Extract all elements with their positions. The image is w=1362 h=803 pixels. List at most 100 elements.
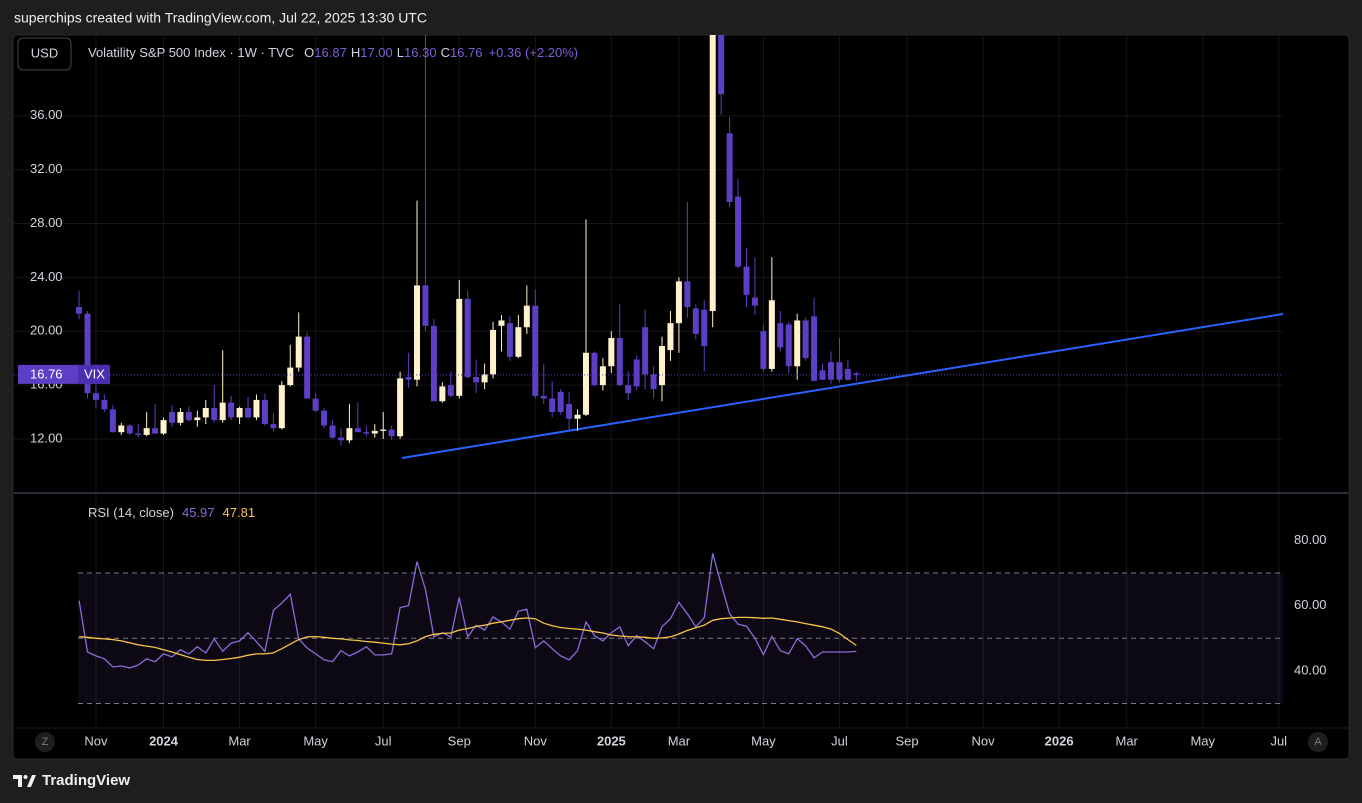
candle-body — [337, 437, 344, 441]
rsi-line — [79, 616, 857, 662]
candle-body — [109, 409, 116, 433]
candle-body — [185, 412, 192, 421]
x-tick-label: Mar — [1116, 733, 1139, 748]
ohlc-value: 16.76 — [450, 45, 483, 60]
candle-body — [295, 336, 302, 368]
x-tick-label: Jul — [831, 733, 848, 748]
candle-body — [405, 377, 412, 380]
x-tick-label: Sep — [895, 733, 918, 748]
ohlc-key: O — [304, 45, 314, 60]
candle-body — [582, 352, 589, 415]
candle-body — [785, 324, 792, 367]
candle-body — [549, 398, 556, 413]
candle-body — [659, 346, 666, 386]
candle-body — [439, 386, 446, 402]
candle-body — [802, 320, 809, 359]
x-tick-label: Jul — [1270, 733, 1287, 748]
y-tick-label: 24.00 — [30, 269, 63, 284]
candle-body — [701, 309, 708, 347]
axes: Nov 2024 Mar May Jul Sep Nov 2025 Mar May Jul Sep No… — [18, 107, 1327, 748]
x-tick-label: Sep — [448, 733, 471, 748]
trend-line-drawing — [401, 313, 1284, 459]
symbol-legend: Volatility S&P 500 Index · 1W · TVC O16.8… — [88, 45, 578, 60]
candle-body — [819, 370, 826, 380]
candle-body — [321, 410, 328, 426]
y-tick-label: 32.00 — [30, 161, 63, 176]
candle-body — [270, 424, 277, 429]
candle-body — [633, 359, 640, 387]
candle-body — [692, 308, 699, 334]
price-tag-symbol-bg — [78, 364, 110, 384]
candle-body — [84, 313, 91, 394]
rsi-last-value: 47.81 — [223, 505, 256, 520]
candle-body — [566, 403, 573, 419]
candle-body — [456, 298, 463, 396]
brand-logo — [13, 775, 36, 787]
candle-body — [718, 35, 725, 95]
x-tick-label: Jul — [375, 733, 392, 748]
change-value: +0.36 (+2.20%) — [489, 45, 579, 60]
candle-body — [473, 377, 480, 383]
candle-body — [532, 305, 539, 396]
rsi-tick-label: 80.00 — [1294, 532, 1327, 547]
candle-body — [557, 391, 564, 413]
x-tick-label: May — [751, 733, 776, 748]
ohlc-key: L — [397, 45, 404, 60]
candle-body — [118, 425, 125, 433]
candle-body — [667, 323, 674, 351]
candle-body — [143, 428, 150, 435]
candle-body — [261, 399, 268, 425]
candle-body — [650, 374, 657, 390]
candle-body — [92, 393, 99, 400]
currency-button[interactable] — [17, 37, 72, 71]
candle-body — [346, 428, 353, 441]
candle-body — [735, 196, 742, 267]
candle-body — [506, 323, 513, 357]
candle-body — [253, 399, 260, 418]
y-tick-label: 20.00 — [30, 323, 63, 338]
candle-body — [743, 266, 750, 295]
candle-body — [464, 298, 471, 378]
rsi-last-value: 45.97 — [182, 505, 215, 520]
candle-body — [211, 407, 218, 421]
candle-body — [591, 352, 598, 386]
y-tick-label: 36.00 — [30, 107, 63, 122]
candle-body — [836, 362, 843, 380]
zoom-button[interactable] — [35, 732, 55, 752]
candle-body — [371, 430, 378, 434]
candle-body — [245, 407, 252, 418]
candle-body — [684, 281, 691, 307]
x-tick-label: Nov — [972, 733, 996, 748]
auto-scale-button[interactable] — [1308, 732, 1328, 752]
candle-body — [853, 373, 860, 375]
zoom-label: Z — [42, 736, 49, 748]
logo-shape — [13, 775, 22, 787]
candle-body — [794, 320, 801, 367]
candle-body — [236, 407, 243, 418]
candle-body — [642, 327, 649, 375]
ohlc-value: 17.00 — [360, 45, 393, 60]
candle-body — [76, 306, 83, 314]
candle-body — [414, 285, 421, 380]
candle-body — [675, 281, 682, 324]
symbol-title: Volatility S&P 500 Index · 1W · TVC — [88, 45, 294, 60]
candle-body — [523, 305, 530, 328]
candle-body — [312, 398, 319, 411]
candle-body — [160, 420, 167, 434]
candle-body — [202, 407, 209, 418]
candle-body — [430, 325, 437, 402]
candle-body — [278, 385, 285, 429]
candle-body — [397, 378, 404, 437]
candle-body — [329, 425, 336, 438]
ohlc-key: H — [351, 45, 360, 60]
candle-body — [388, 429, 395, 437]
candle-body — [777, 323, 784, 348]
candle-body — [481, 374, 488, 383]
y-tick-label: 28.00 — [30, 215, 63, 230]
ohlc-value: 16.30 — [404, 45, 437, 60]
candle-body — [625, 385, 632, 394]
candle-body — [219, 402, 226, 421]
candle-body — [608, 337, 615, 367]
candle-body — [498, 320, 505, 326]
candle-body — [363, 432, 370, 434]
